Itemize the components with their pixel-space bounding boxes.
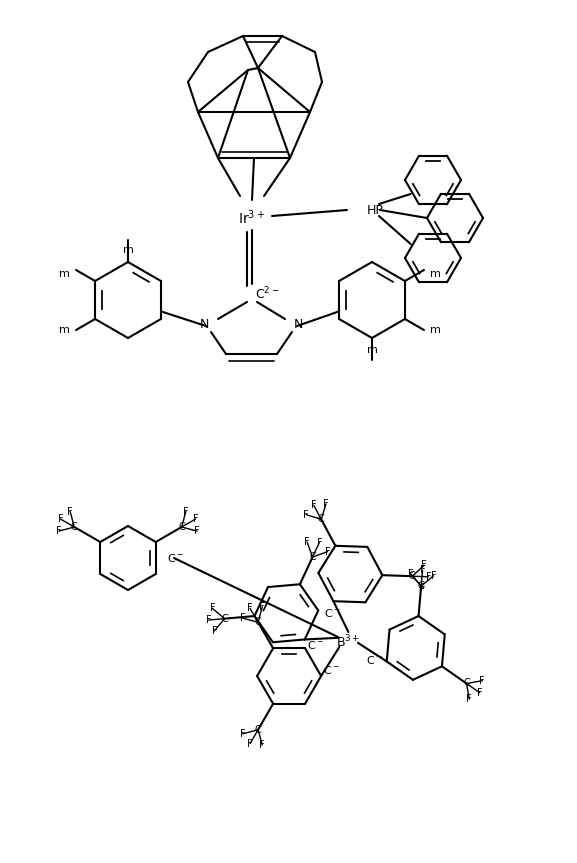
Text: F: F	[240, 729, 245, 739]
Text: C$^-$: C$^-$	[323, 664, 340, 676]
Text: C: C	[254, 725, 261, 734]
Text: C$^-$: C$^-$	[307, 639, 324, 651]
Text: F: F	[477, 688, 482, 697]
Text: C: C	[318, 514, 325, 525]
Text: F: F	[240, 614, 245, 623]
Text: m: m	[59, 269, 70, 279]
Text: C: C	[254, 617, 261, 627]
Text: F: F	[193, 514, 198, 524]
Text: B$^{3+}$: B$^{3+}$	[336, 633, 360, 651]
Text: F: F	[325, 546, 331, 557]
Text: HP: HP	[367, 204, 384, 217]
Text: N: N	[294, 318, 304, 331]
Text: F: F	[466, 694, 472, 704]
Text: F: F	[183, 507, 189, 517]
Text: C: C	[309, 552, 316, 562]
Text: F: F	[194, 526, 200, 536]
Text: N: N	[200, 318, 209, 331]
Text: C$^-$: C$^-$	[324, 608, 342, 619]
Text: F: F	[58, 514, 63, 524]
Text: F: F	[304, 537, 310, 547]
Text: C$^-$: C$^-$	[167, 552, 184, 564]
Text: C: C	[221, 614, 228, 624]
Text: F: F	[303, 510, 309, 520]
Text: F: F	[260, 602, 265, 612]
Text: F: F	[56, 526, 62, 536]
Text: F: F	[248, 739, 253, 748]
Text: F: F	[425, 572, 431, 582]
Text: m: m	[366, 345, 377, 355]
Text: F: F	[248, 603, 253, 614]
Text: C: C	[71, 522, 78, 532]
Text: C: C	[418, 581, 425, 591]
Text: F: F	[421, 583, 426, 593]
Text: F: F	[68, 507, 73, 517]
Text: F: F	[311, 501, 317, 510]
Text: m: m	[122, 245, 133, 255]
Text: F: F	[323, 499, 329, 509]
Text: F: F	[260, 740, 265, 750]
Text: m: m	[430, 325, 441, 335]
Text: m: m	[430, 269, 441, 279]
Text: F: F	[206, 615, 212, 625]
Text: C: C	[178, 522, 185, 532]
Text: C$^-$: C$^-$	[366, 654, 383, 666]
Text: F: F	[408, 569, 414, 579]
Text: F: F	[212, 626, 217, 636]
Text: F: F	[419, 565, 425, 576]
Text: F: F	[317, 538, 322, 547]
Text: C$^{2-}$: C$^{2-}$	[255, 286, 279, 302]
Text: Ir$^{3+}$: Ir$^{3+}$	[238, 209, 265, 227]
Text: F: F	[209, 603, 215, 614]
Text: C: C	[463, 678, 470, 689]
Text: C: C	[409, 571, 415, 581]
Text: F: F	[421, 560, 427, 570]
Text: F: F	[430, 571, 436, 581]
Text: F: F	[479, 676, 485, 686]
Text: m: m	[59, 325, 70, 335]
